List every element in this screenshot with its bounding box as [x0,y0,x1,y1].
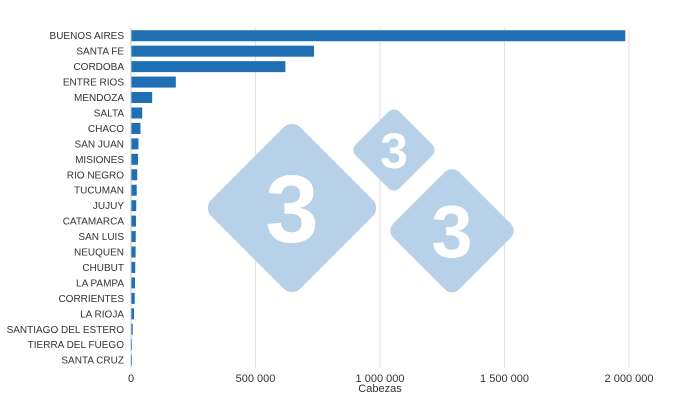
y-tick-label-1: SANTA FE [76,47,124,58]
watermark-logo: 3 3 3 [207,109,514,293]
bar-corrientes [131,292,135,304]
bar-chaco [131,122,141,134]
bar-san-juan [131,138,139,150]
y-tick-label-14: NEUQUEN [74,248,124,259]
bar-santa-fe [131,45,315,57]
y-tick-label-17: CORRIENTES [58,294,124,305]
y-tick-label-6: CHACO [88,124,124,135]
x-axis-tick-labels: 0 500 000 1 000 000 1 500 000 2 000 000 [128,373,654,385]
bar-misiones [131,153,138,165]
bar-mendoza [131,92,153,104]
y-tick-label-19: SANTIAGO DEL ESTERO [7,325,125,336]
x-axis-title: Cabezas [358,383,402,395]
y-tick-label-7: SAN JUAN [75,139,124,150]
bar-san-luis [131,231,136,243]
y-tick-label-18: LA RIOJA [80,309,124,320]
bar-la-rioja [131,308,134,320]
bar-la-pampa [131,277,135,289]
y-tick-label-10: TUCUMAN [74,186,124,197]
y-tick-label-0: BUENOS AIRES [50,31,125,42]
bar-cordoba [131,61,286,73]
x-tick-label-3: 1 500 000 [480,373,529,385]
x-tick-label-4: 2 000 000 [605,373,654,385]
bar-rio-negro [131,169,138,181]
watermark-diamond-large: 3 [207,123,377,293]
bars [131,30,626,366]
y-axis-labels: BUENOS AIRES SANTA FE CORDOBA ENTRE RIOS MEN… [7,31,125,366]
watermark-diamond-medium: 3 [390,169,514,293]
y-tick-label-5: SALTA [94,108,125,119]
bar-catamarca [131,215,136,227]
y-tick-label-21: SANTA CRUZ [61,356,124,367]
bar-buenos-aires [131,30,626,42]
bar-santiago-del-estero [131,323,133,335]
y-tick-label-4: MENDOZA [74,93,124,104]
watermark-diamond-small: 3 [353,109,435,191]
y-tick-label-13: SAN LUIS [78,232,124,243]
watermark-digit-small: 3 [380,123,408,179]
x-tick-label-2: 1 000 000 [356,373,405,385]
bar-chubut [131,261,136,273]
x-tick-label-1: 500 000 [236,373,276,385]
x-tick-label-0: 0 [128,373,134,385]
y-tick-label-15: CHUBUT [82,263,124,274]
bar-entre-rios [131,76,176,88]
watermark-digit-large: 3 [265,156,318,263]
y-tick-label-8: MISIONES [75,155,124,166]
watermark-digit-medium: 3 [431,190,472,273]
y-tick-label-2: CORDOBA [73,62,124,73]
y-tick-label-20: TIERRA DEL FUEGO [28,340,125,351]
y-tick-label-11: JUJUY [93,201,124,212]
bar-salta [131,107,143,119]
y-tick-label-12: CATAMARCA [63,217,125,228]
bar-neuquen [131,246,136,258]
y-tick-label-9: RIO NEGRO [67,170,124,181]
y-tick-label-16: LA PAMPA [76,278,124,289]
bar-jujuy [131,200,137,212]
y-tick-label-3: ENTRE RIOS [63,78,124,89]
bar-tucuman [131,184,137,196]
